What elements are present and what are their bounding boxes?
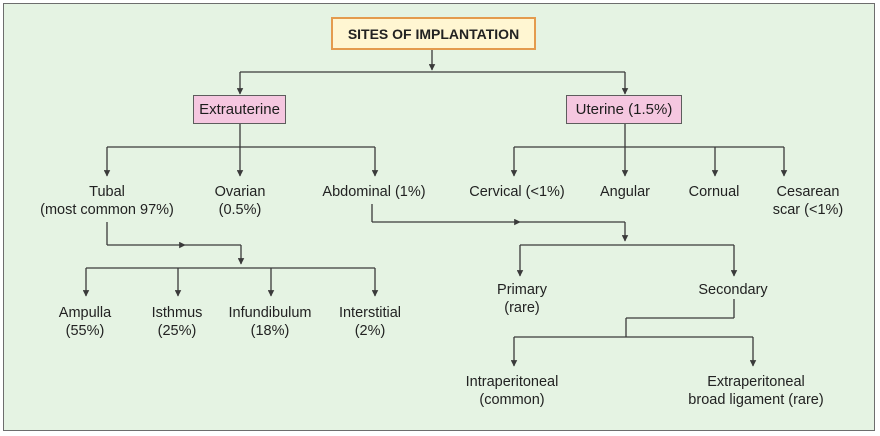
extraperitoneal-label: Extraperitoneal (707, 374, 805, 390)
extraperitoneal-note: broad ligament (rare) (688, 392, 824, 408)
intraperitoneal-label: Intraperitoneal (465, 374, 559, 390)
angular-label: Angular (600, 184, 650, 200)
ampulla-label: Ampulla (58, 305, 112, 321)
ovarian-label: Ovarian (214, 184, 266, 200)
ampulla-percent: (55%) (65, 323, 105, 339)
interstitial-percent: (2%) (354, 323, 386, 339)
ovarian-node: Ovarian (0.5%) (215, 183, 266, 219)
cesarean-percent: scar (<1%) (772, 202, 844, 218)
ovarian-percent: (0.5%) (218, 202, 262, 218)
cornual-node: Cornual (689, 183, 740, 201)
cesarean-node: Cesarean scar (<1%) (773, 183, 844, 219)
uterine-box: Uterine (1.5%) (566, 95, 682, 124)
tubal-percent: (most common 97%) (40, 202, 174, 218)
cornual-label: Cornual (688, 184, 740, 200)
cervical-node: Cervical (<1%) (469, 183, 564, 201)
intraperitoneal-note: (common) (479, 392, 545, 408)
isthmus-percent: (25%) (157, 323, 197, 339)
abdominal-label: Abdominal (1%) (322, 184, 426, 200)
interstitial-node: Interstitial (2%) (339, 304, 401, 340)
tubal-label: Tubal (89, 184, 125, 200)
extraperitoneal-node: Extraperitoneal broad ligament (rare) (688, 373, 823, 409)
tubal-node: Tubal (most common 97%) (40, 183, 174, 219)
infundibulum-node: Infundibulum (18%) (228, 304, 311, 340)
secondary-label: Secondary (698, 282, 768, 298)
infundibulum-percent: (18%) (250, 323, 290, 339)
cesarean-label: Cesarean (776, 184, 840, 200)
secondary-node: Secondary (698, 281, 767, 299)
primary-node: Primary (rare) (497, 281, 547, 317)
primary-label: Primary (497, 282, 547, 298)
intraperitoneal-node: Intraperitoneal (common) (466, 373, 559, 409)
extrauterine-box: Extrauterine (193, 95, 286, 124)
diagram-frame (3, 3, 875, 431)
title-box: SITES OF IMPLANTATION (331, 17, 536, 50)
primary-note: (rare) (504, 300, 540, 316)
interstitial-label: Interstitial (338, 305, 402, 321)
isthmus-label: Isthmus (151, 305, 203, 321)
infundibulum-label: Infundibulum (228, 305, 312, 321)
abdominal-node: Abdominal (1%) (322, 183, 425, 201)
cervical-label: Cervical (<1%) (469, 184, 565, 200)
angular-node: Angular (600, 183, 650, 201)
ampulla-node: Ampulla (55%) (59, 304, 111, 340)
isthmus-node: Isthmus (25%) (152, 304, 203, 340)
